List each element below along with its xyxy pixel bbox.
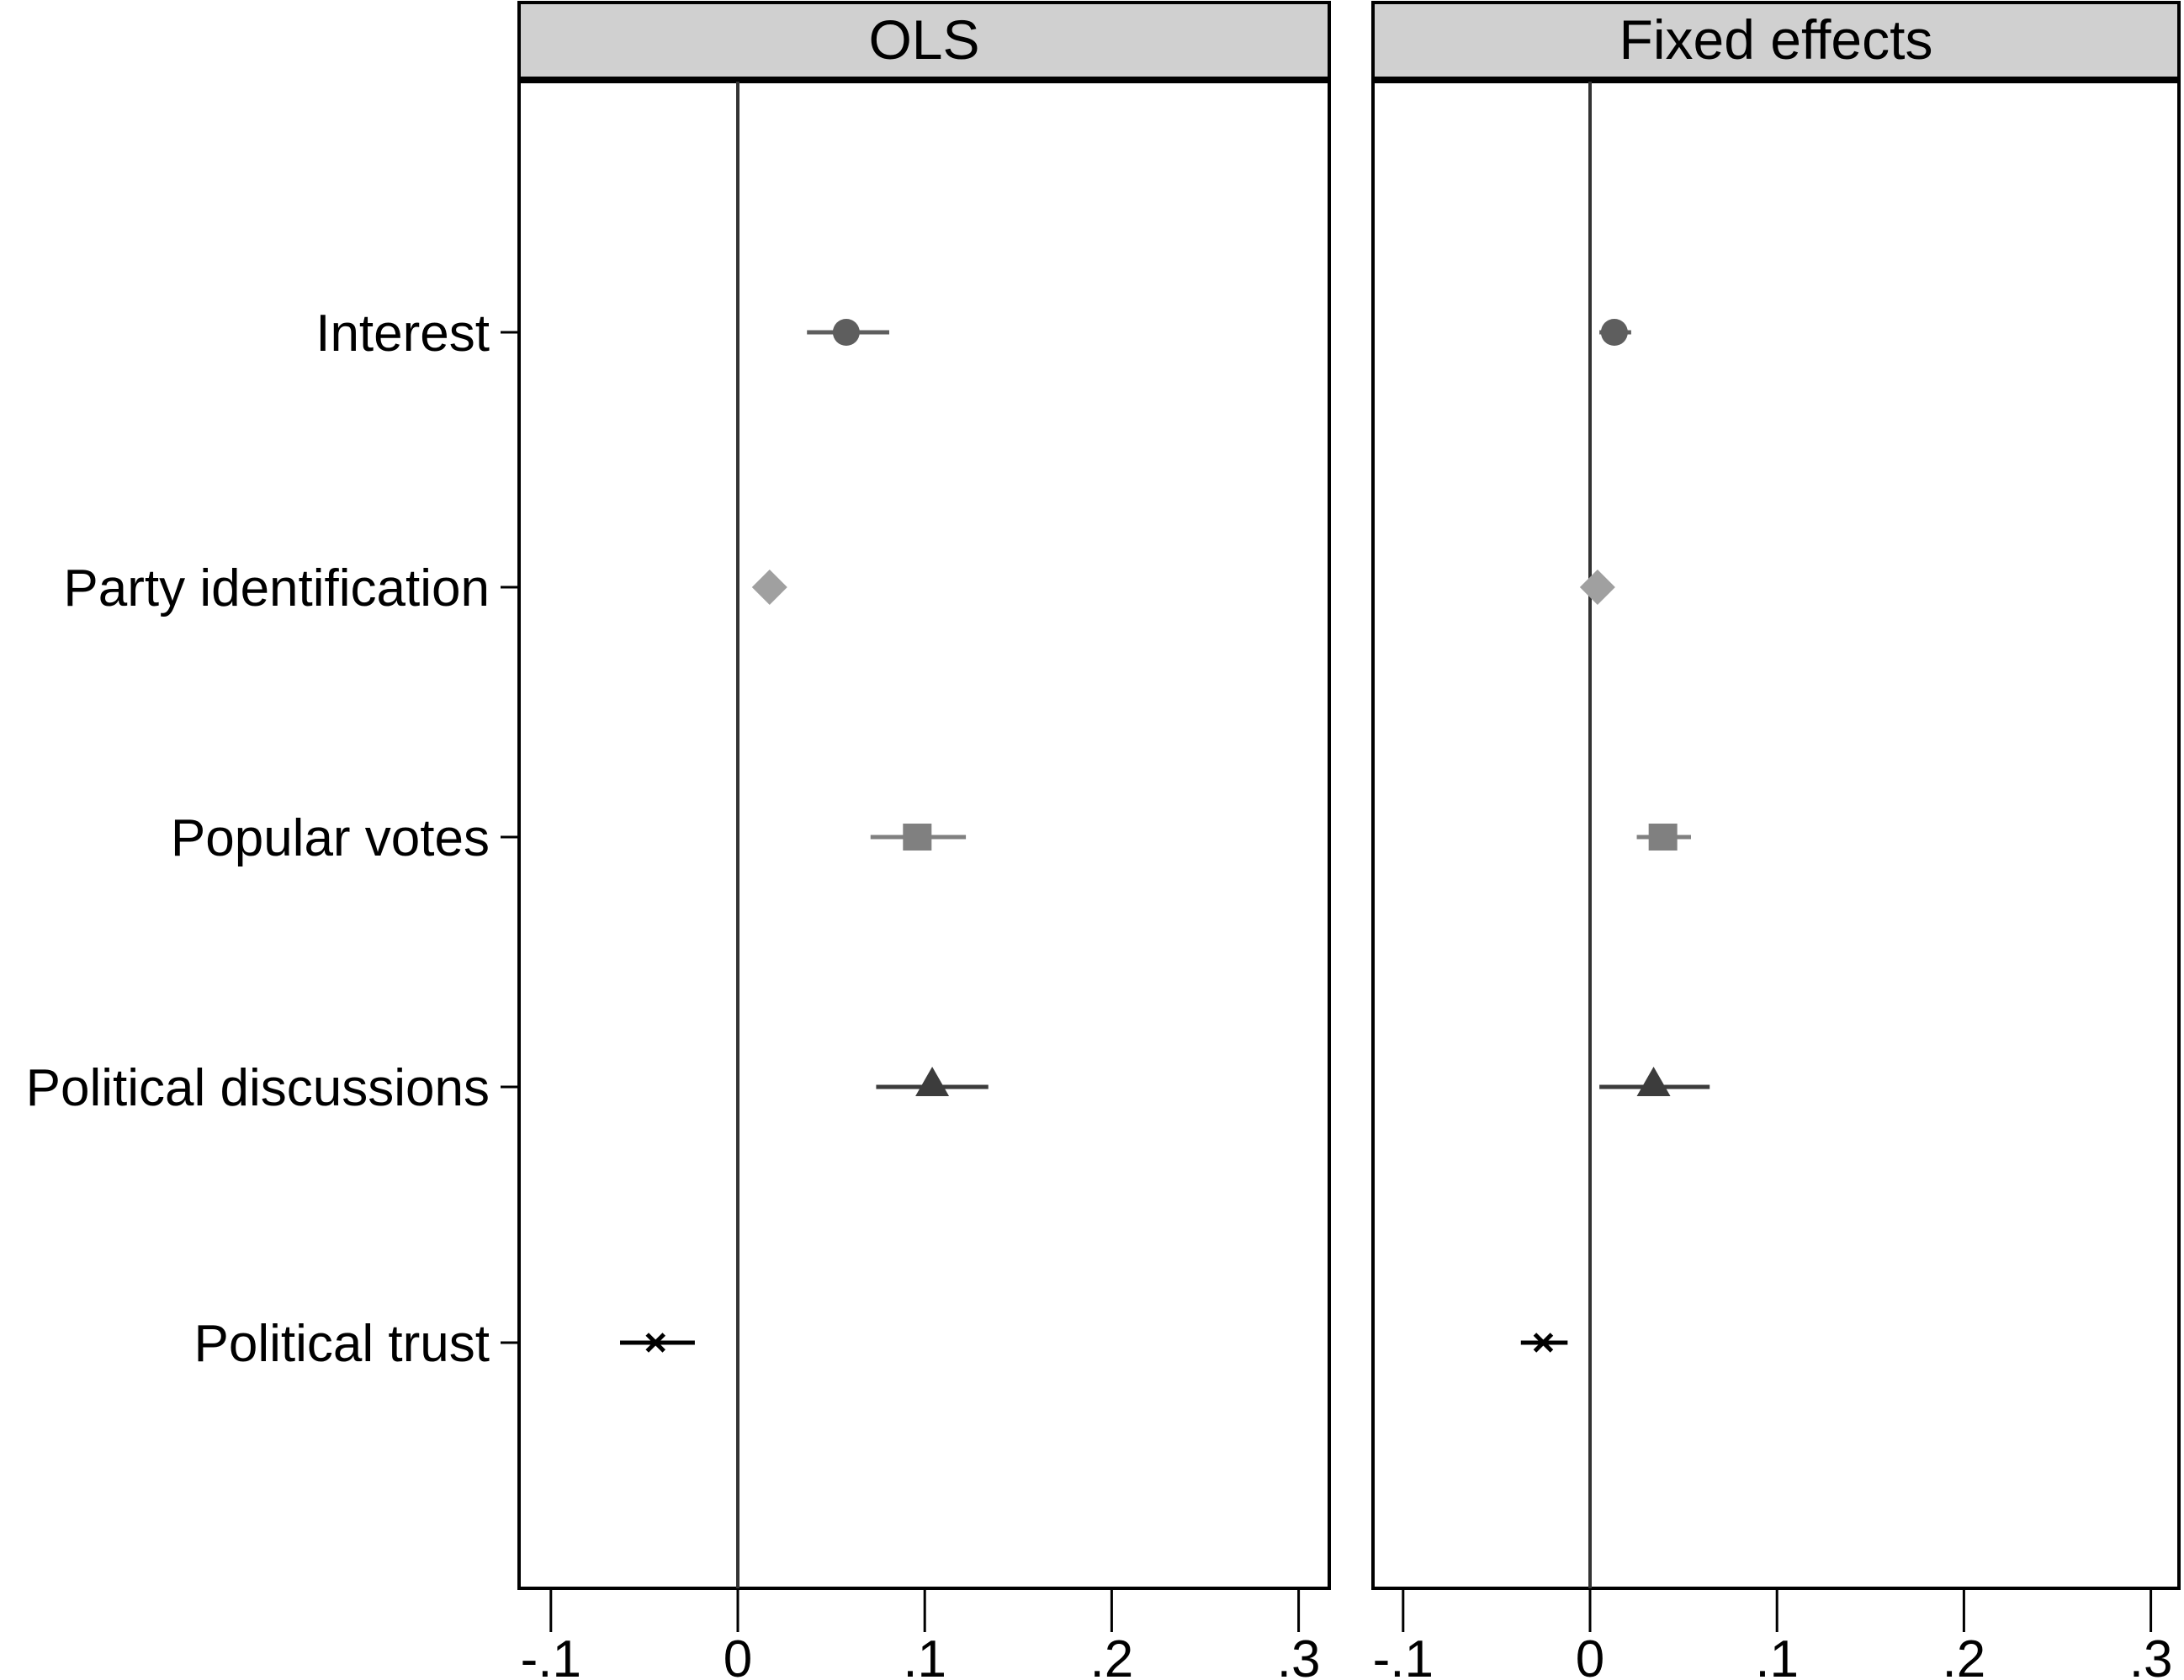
x-tick-label: 0	[1576, 1630, 1604, 1680]
x-marker-icon	[1533, 1333, 1554, 1353]
data-point-party-identification	[1579, 570, 1615, 605]
data-point-political-discussions	[1599, 1067, 1710, 1096]
chart-panels: OLS -.1 0 .1 .2 .3 Fixed effects -.1 0 .1 .2 .3	[517, 1, 2181, 1680]
data-point-popular-votes	[870, 824, 967, 851]
panel-title: OLS	[868, 8, 979, 71]
x-tick-label: -.1	[1373, 1630, 1434, 1680]
x-tick-label: .3	[1277, 1630, 1321, 1680]
triangle-marker-icon	[915, 1067, 950, 1096]
data-point-interest	[807, 319, 889, 346]
x-marker-icon	[645, 1333, 665, 1353]
diamond-marker-icon	[1579, 570, 1615, 605]
y-tick-label: Interest	[315, 305, 490, 363]
data-point-political-trust	[620, 1333, 695, 1353]
y-tick-label: Political discussions	[26, 1059, 490, 1117]
panel-fixed-effects: Fixed effects -.1 0 .1 .2 .3	[1371, 1, 2181, 1680]
circle-marker-icon	[832, 319, 860, 346]
x-tick-label: .3	[2129, 1630, 2173, 1680]
data-point-interest	[1599, 319, 1631, 346]
x-tick-label: .2	[1090, 1630, 1134, 1680]
x-tick-label: 0	[724, 1630, 752, 1680]
y-tick-label: Popular votes	[171, 809, 490, 867]
circle-marker-icon	[1600, 319, 1628, 346]
x-tick-label: -.1	[521, 1630, 581, 1680]
diamond-marker-icon	[751, 570, 787, 605]
plot-area	[1371, 80, 2181, 1590]
panel-header	[517, 1, 1331, 80]
y-axis-labels: Interest Party identification Popular vote…	[26, 305, 519, 1373]
x-tick-label: .1	[1755, 1630, 1799, 1680]
square-marker-icon	[903, 824, 932, 851]
triangle-marker-icon	[1636, 1067, 1671, 1096]
x-tick-label: .2	[1943, 1630, 1986, 1680]
panel-title: Fixed effects	[1619, 8, 1933, 71]
square-marker-icon	[1648, 824, 1678, 851]
x-tick-label: .1	[903, 1630, 946, 1680]
data-point-political-discussions	[876, 1067, 989, 1096]
y-tick-label: Political trust	[194, 1315, 490, 1373]
panel-ols: OLS -.1 0 .1 .2 .3	[517, 1, 1331, 1680]
data-point-party-identification	[751, 570, 787, 605]
y-tick-label: Party identification	[63, 559, 490, 617]
data-point-political-trust	[1520, 1333, 1568, 1353]
data-point-popular-votes	[1636, 824, 1691, 851]
panel-header	[1371, 1, 2181, 80]
